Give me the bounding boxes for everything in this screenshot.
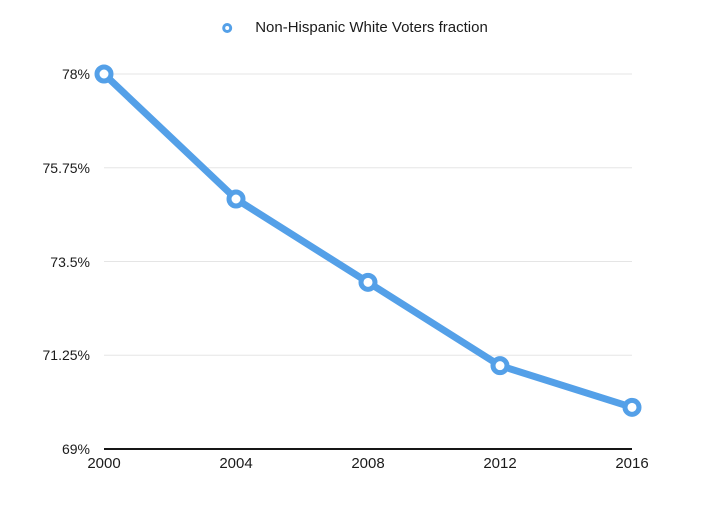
- legend-open-circle-icon: [222, 22, 233, 33]
- data-point-marker: [226, 189, 246, 209]
- x-axis-tick-label: 2008: [351, 455, 385, 472]
- y-axis-tick-label: 78%: [61, 66, 90, 82]
- chart-legend: Non-Hispanic White Voters fraction: [222, 19, 488, 36]
- data-point-marker: [622, 397, 642, 417]
- data-point-marker: [94, 64, 114, 84]
- y-axis-tick-label: 69%: [61, 441, 90, 457]
- legend-series-label: Non-Hispanic White Voters fraction: [255, 19, 488, 36]
- x-axis-tick-label: 2016: [615, 455, 649, 472]
- data-point-marker: [358, 272, 378, 292]
- y-axis: 69% 71.25% 73.5% 75.75% 78%: [0, 0, 90, 512]
- x-axis-tick-label: 2004: [219, 455, 253, 472]
- x-axis-tick-label: 2000: [87, 455, 121, 472]
- data-point-marker: [490, 356, 510, 376]
- y-axis-tick-label: 73.5%: [50, 253, 90, 270]
- y-axis-tick-label: 71.25%: [42, 347, 90, 364]
- x-axis-tick-label: 2012: [483, 455, 517, 472]
- y-axis-tick-label: 75.75%: [42, 159, 90, 176]
